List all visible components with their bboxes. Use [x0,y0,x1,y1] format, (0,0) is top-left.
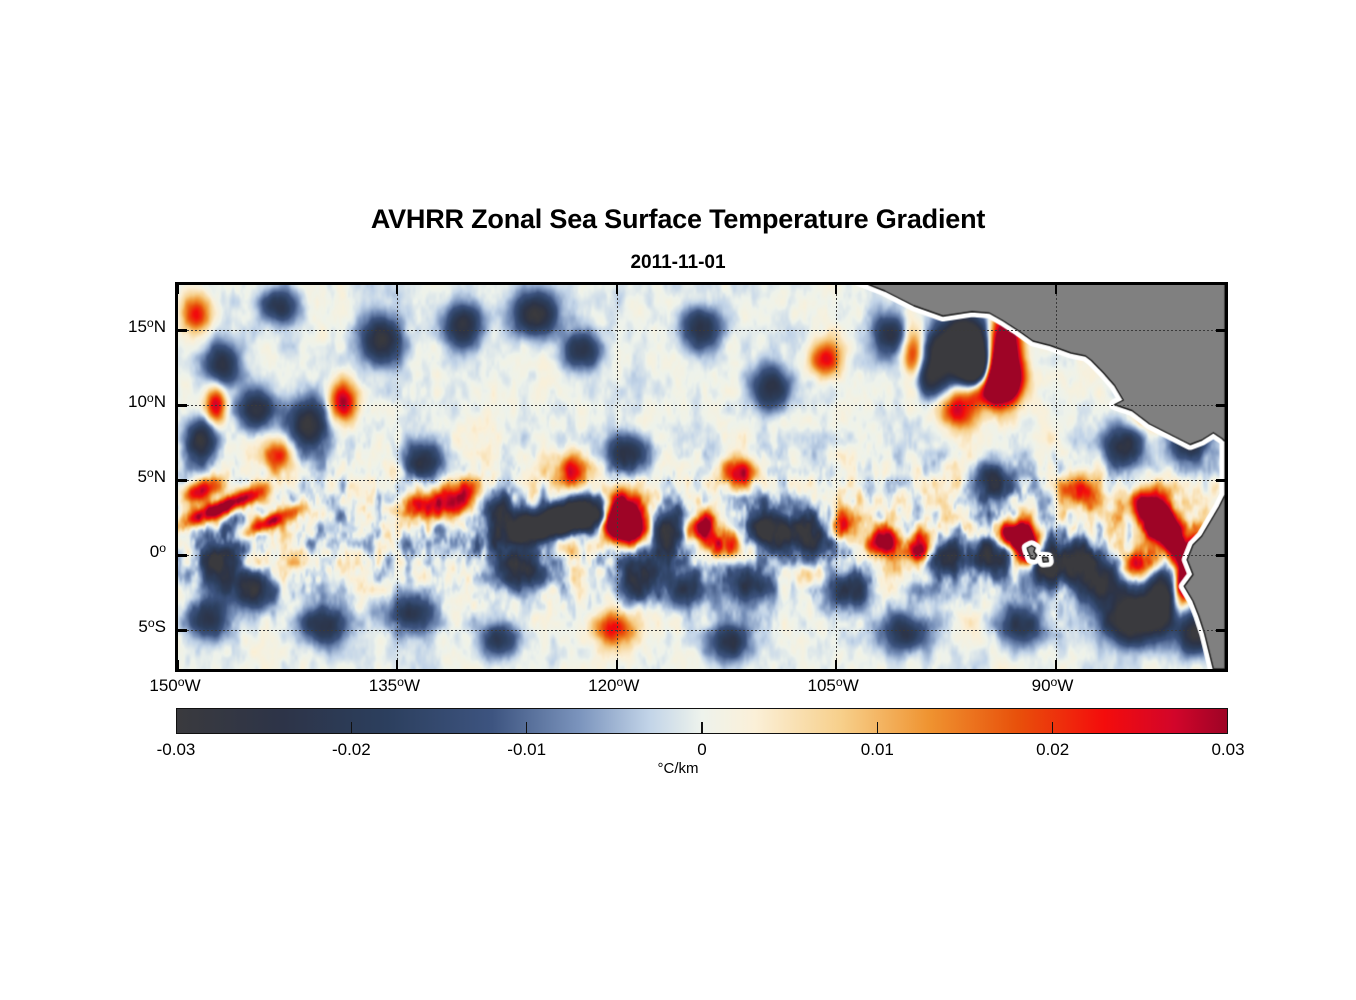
colorbar-tick [701,722,703,734]
y-axis-tick-label: 15oN [127,315,166,336]
x-axis-tick-label: 120oW [588,674,640,695]
x-axis-tick [178,285,179,294]
colorbar-tick-label: 0.01 [860,740,894,759]
x-axis-tick [835,285,838,294]
figure-title: AVHRR Zonal Sea Surface Temperature Grad… [370,204,986,234]
map-axes [175,282,1228,672]
y-axis-tick [178,553,187,557]
y-axis-tick-label: 0o [149,540,166,561]
y-axis-tick [1216,628,1225,632]
colorbar-tick [525,722,528,734]
x-axis-tick-label: 105oW [807,674,859,695]
colorbar-tick-label: 0 [697,740,707,759]
colorbar-tick-label: -0.03 [156,740,196,759]
y-axis-tick [1216,478,1225,482]
y-axis-tick [1216,553,1225,557]
y-axis-tick-label: 5oN [137,465,166,486]
colorbar-tick [876,722,879,734]
x-axis-tick [615,660,618,669]
x-axis-tick [1054,285,1057,294]
y-axis-tick-label: 10oN [127,390,166,411]
y-axis-tick [178,403,187,407]
y-axis-tick [178,628,187,632]
y-axis-tick [178,328,187,332]
x-axis-tick [396,285,399,294]
x-axis-tick [615,285,618,294]
x-axis-tick-label: 150oW [149,674,201,695]
colorbar-tick [350,722,353,734]
figure-subtitle: 2011-11-01 [630,252,726,273]
y-axis-tick [178,478,187,482]
colorbar-tick-label: -0.01 [507,740,547,759]
x-axis-tick-label: 135oW [368,674,420,695]
sst-gradient-heatmap [178,285,1225,669]
y-axis-tick-label: 5oS [138,615,166,636]
y-axis-tick [1216,403,1225,407]
colorbar-tick-label: 0.03 [1211,740,1245,759]
x-axis-tick-label: 90oW [1031,674,1074,695]
x-axis-tick [178,660,179,669]
x-axis-tick [835,660,838,669]
colorbar-tick-label: -0.02 [331,740,371,759]
x-axis-tick [1054,660,1057,669]
colorbar-unit-label: °C/km [657,760,699,777]
x-axis-tick [396,660,399,669]
colorbar-tick [1051,722,1054,734]
colorbar-tick-label: 0.02 [1036,740,1070,759]
y-axis-tick [1216,328,1225,332]
